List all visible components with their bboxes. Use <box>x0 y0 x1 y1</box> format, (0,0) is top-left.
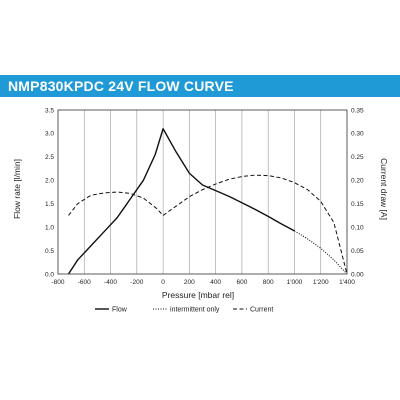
legend-label: Flow <box>112 307 128 314</box>
x-tick-label: 0 <box>161 279 165 286</box>
y-tick-label: 1.5 <box>45 201 54 208</box>
plot-frame <box>57 109 348 275</box>
y2-tick-label: 0.15 <box>351 201 364 208</box>
x-axis-label: Pressure [mbar rel] <box>162 290 234 300</box>
x-tick-label: 1'400 <box>339 279 355 286</box>
x-tick-label: -400 <box>104 279 117 286</box>
x-tick-label: 1'000 <box>287 279 303 286</box>
y-tick-label: 2.5 <box>45 154 54 161</box>
y2-tick-label: 0.00 <box>351 271 364 278</box>
x-tick-label: 1'200 <box>313 279 329 286</box>
x-tick-label: 600 <box>236 279 247 286</box>
series-group <box>67 128 348 275</box>
y2-tick-label: 0.25 <box>351 154 364 161</box>
y-tick-label: 0.0 <box>45 271 54 278</box>
legend-label: intermittent only <box>170 307 220 314</box>
y-tick-label: 1.0 <box>45 224 54 231</box>
grid <box>83 110 322 274</box>
legend: Flow intermittent only Current <box>95 307 273 314</box>
y2-tick-label: 0.20 <box>351 178 364 185</box>
x-tick-label: 800 <box>263 279 274 286</box>
series-line-current <box>68 174 348 275</box>
y-axis-label: Flow rate [l/min] <box>12 159 22 219</box>
series-line-intermittent-only <box>294 230 348 275</box>
y2-tick-label: 0.05 <box>351 248 364 255</box>
y-tick-label: 3.0 <box>45 131 54 138</box>
x-tick-label: -800 <box>51 279 64 286</box>
y2-tick-label: 0.10 <box>351 224 364 231</box>
x-tick-label: 200 <box>184 279 195 286</box>
x-tick-label: -600 <box>78 279 91 286</box>
y2-tick-label: 0.30 <box>351 131 364 138</box>
y-tick-label: 0.5 <box>45 248 54 255</box>
tick-labels: -800 -600 -400 -200 0 200 400 600 800 1'000 1'200 1… <box>45 107 364 286</box>
y2-tick-label: 0.35 <box>351 107 364 114</box>
legend-label: Current <box>250 307 273 314</box>
x-tick-label: -200 <box>130 279 143 286</box>
y-tick-label: 2.0 <box>45 178 54 185</box>
x-tick-label: 400 <box>210 279 221 286</box>
chart-title: NMP830KPDC 24V FLOW CURVE <box>8 78 234 94</box>
y2-axis-label: Current draw [A] <box>379 158 389 220</box>
series-line-flow <box>67 128 295 275</box>
y-tick-label: 3.5 <box>45 107 54 114</box>
chart-title-bar: NMP830KPDC 24V FLOW CURVE <box>0 75 400 97</box>
